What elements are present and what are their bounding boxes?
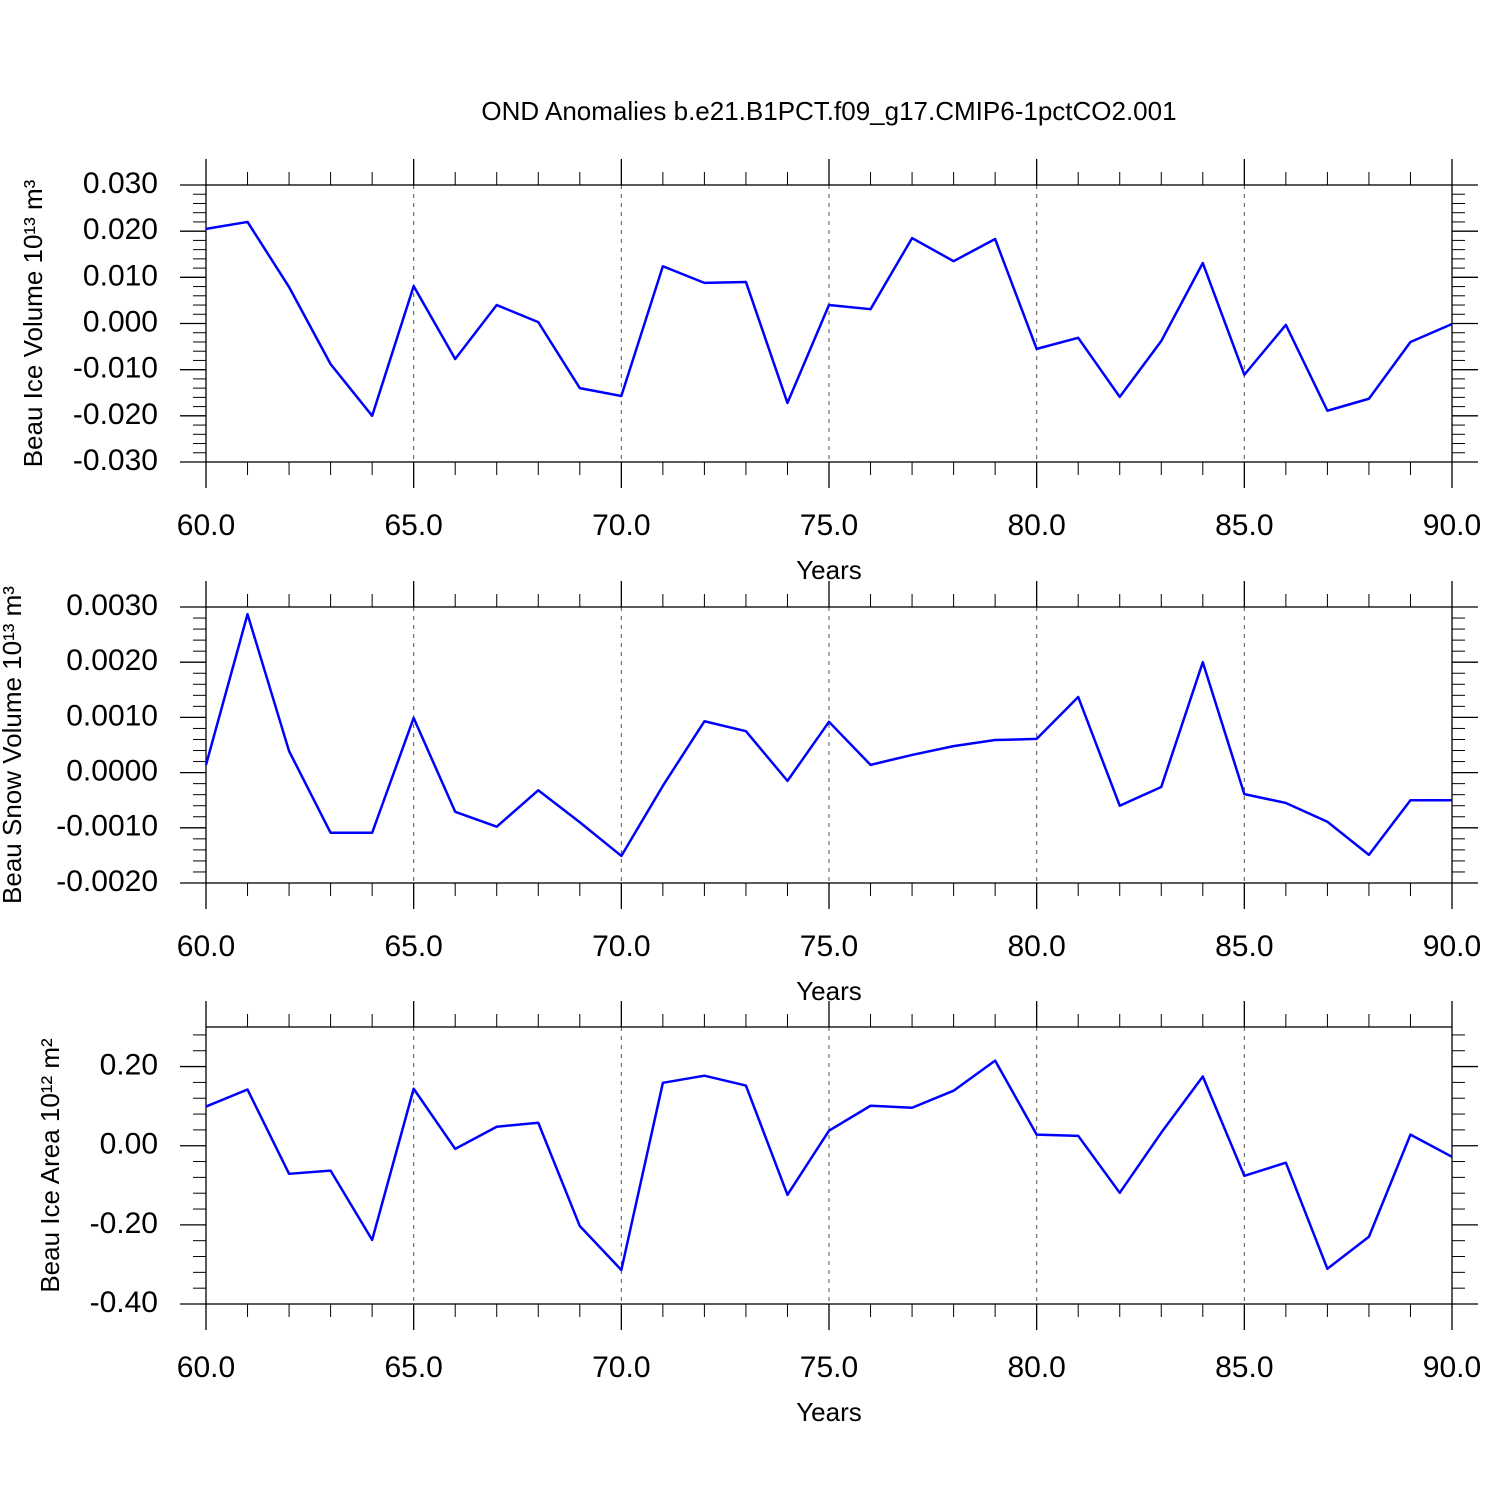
x-tick-label: 65.0 (384, 930, 442, 963)
x-tick-label: 75.0 (800, 1351, 858, 1384)
y-tick-label: 0.0030 (66, 589, 158, 622)
plot-frame (205, 1026, 1453, 1305)
x-tick-label: 70.0 (592, 1351, 650, 1384)
x-axis-label: Years (796, 1397, 862, 1427)
y-tick-label: -0.030 (73, 444, 158, 477)
y-tick-label: 0.20 (100, 1048, 158, 1081)
x-tick-label: 60.0 (177, 509, 235, 542)
x-axis-label: Years (796, 555, 862, 585)
x-tick-label: 65.0 (384, 509, 442, 542)
y-tick-label: 0.030 (83, 167, 158, 200)
x-tick-label: 90.0 (1423, 930, 1481, 963)
data-line (205, 220, 1453, 418)
x-tick-label: 85.0 (1215, 930, 1273, 963)
y-tick-label: 0.020 (83, 213, 158, 246)
y-tick-label: 0.0010 (66, 699, 158, 732)
y-axis-label: Beau Ice Volume 10¹³ m³ (18, 179, 48, 467)
y-tick-label: 0.000 (83, 305, 158, 338)
data-line (204, 612, 1452, 858)
chart-title: OND Anomalies b.e21.B1PCT.f09_g17.CMIP6-… (481, 96, 1176, 126)
plot-frame (205, 184, 1453, 463)
y-axis-label: Beau Ice Area 10¹² m² (35, 1038, 65, 1293)
x-tick-label: 90.0 (1423, 509, 1481, 542)
x-tick-label: 90.0 (1423, 1351, 1481, 1384)
x-tick-label: 80.0 (1007, 1351, 1065, 1384)
y-tick-label: 0.0020 (66, 644, 158, 677)
y-tick-label: 0.00 (100, 1128, 158, 1161)
x-tick-label: 70.0 (592, 509, 650, 542)
x-tick-label: 75.0 (800, 509, 858, 542)
x-tick-label: 80.0 (1007, 930, 1065, 963)
y-tick-label: 0.0000 (66, 755, 158, 788)
x-tick-label: 70.0 (592, 930, 650, 963)
y-tick-label: -0.40 (90, 1286, 158, 1319)
data-line (205, 1059, 1453, 1272)
x-tick-label: 85.0 (1215, 509, 1273, 542)
y-tick-label: -0.020 (73, 398, 158, 431)
x-axis-label: Years (796, 976, 862, 1006)
x-tick-label: 60.0 (177, 1351, 235, 1384)
y-tick-label: -0.010 (73, 352, 158, 385)
y-tick-label: -0.0010 (56, 810, 158, 843)
y-tick-label: 0.010 (83, 259, 158, 292)
x-tick-label: 75.0 (800, 930, 858, 963)
plot-frame (205, 606, 1453, 884)
y-tick-label: -0.20 (90, 1207, 158, 1240)
y-tick-label: -0.0020 (56, 865, 158, 898)
x-tick-label: 85.0 (1215, 1351, 1273, 1384)
x-tick-label: 65.0 (384, 1351, 442, 1384)
x-tick-label: 80.0 (1007, 509, 1065, 542)
y-axis-label: Beau Snow Volume 10¹³ m³ (0, 586, 27, 904)
x-tick-label: 60.0 (177, 930, 235, 963)
